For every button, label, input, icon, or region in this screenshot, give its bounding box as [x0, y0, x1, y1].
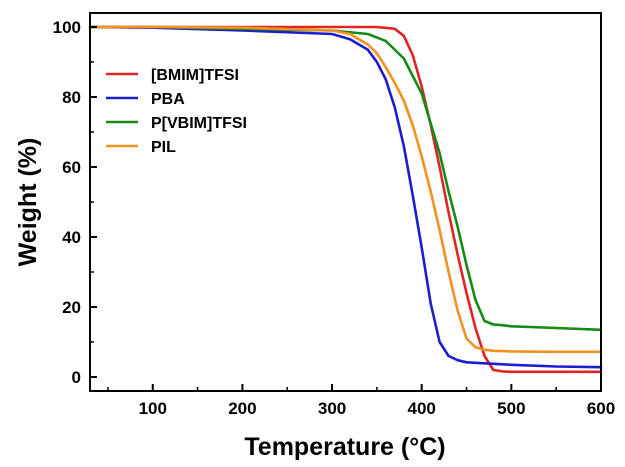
y-tick-label: 60	[62, 158, 81, 177]
x-axis-title: Temperature (°C)	[244, 433, 445, 461]
x-tick-label: 400	[408, 399, 436, 418]
y-tick-label: 0	[72, 368, 81, 387]
legend-label: [BMIM]TFSI	[151, 67, 239, 84]
x-tick-label: 200	[228, 399, 256, 418]
legend: [BMIM]TFSI PBA P[VBIM]TFSI PIL	[106, 67, 247, 156]
y-tick-label: 80	[62, 88, 81, 107]
x-tick-label: 500	[497, 399, 525, 418]
legend-label: PIL	[151, 139, 176, 156]
series-line-1	[88, 25, 603, 374]
y-tick-label: 20	[62, 298, 81, 317]
x-tick-label: 100	[139, 399, 167, 418]
y-tick-label: 40	[62, 228, 81, 247]
x-tick-label: 300	[318, 399, 346, 418]
series-line-2	[88, 25, 603, 369]
y-tick-label: 100	[53, 18, 81, 37]
legend-label: P[VBIM]TFSI	[151, 115, 247, 132]
legend-label: PBA	[151, 91, 185, 108]
series-layer	[88, 25, 603, 374]
series-line-4	[88, 25, 603, 354]
x-tick-label: 600	[587, 399, 615, 418]
ticks-layer: 100 200 300 400 500 600 0 20 40 60 80 100	[53, 18, 616, 418]
y-axis-title: Weight (%)	[14, 138, 42, 267]
